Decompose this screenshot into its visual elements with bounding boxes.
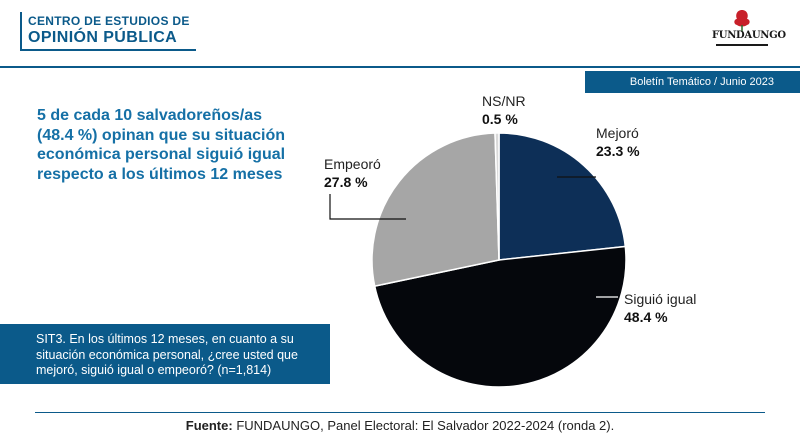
slice-value-0: 23.3 % <box>596 143 640 159</box>
pie-slice-sigui-igual <box>373 245 627 388</box>
headline: 5 de cada 10 salvadoreños/as (48.4 %) op… <box>37 107 286 183</box>
source-text: FUNDAUNGO, Panel Electoral: El Salvador … <box>236 418 615 433</box>
slice-value-3: 0.5 % <box>482 111 518 127</box>
brand-line1: CENTRO DE ESTUDIOS DE <box>28 14 190 28</box>
leader-lines <box>329 176 618 298</box>
logo-underline <box>716 44 768 46</box>
slice-label-3: NS/NR <box>482 93 526 109</box>
fundaungo-logo: FUNDAUNGO <box>712 8 786 54</box>
brand-line2: OPINIÓN PÚBLICA <box>28 29 178 46</box>
pie-slices <box>371 132 627 388</box>
pie-slice-ns-nr <box>494 132 500 261</box>
slice-label-0: Mejoró <box>596 125 639 141</box>
question-box: SIT3. En los últimos 12 meses, en cuanto… <box>0 324 330 384</box>
pie-slice-empeor- <box>371 132 500 288</box>
brand-block: CENTRO DE ESTUDIOS DE OPINIÓN PÚBLICA <box>20 12 196 51</box>
footer-divider <box>35 412 765 413</box>
source-label: Fuente: <box>185 418 233 433</box>
logo-text: FUNDAUNGO <box>712 30 786 41</box>
pie-chart: Mejoró 23.3 % Siguió igual 48.4 % Empeoró 27.… <box>324 93 696 388</box>
source-note: Fuente: FUNDAUNGO, Panel Electoral: El S… <box>0 418 800 433</box>
header-divider <box>0 66 800 68</box>
rose-icon <box>734 10 750 32</box>
header: CENTRO DE ESTUDIOS DE OPINIÓN PÚBLICA FU… <box>0 0 800 64</box>
bulletin-tag: Boletín Temático / Junio 2023 <box>585 71 800 93</box>
slice-label-2: Empeoró <box>324 156 381 172</box>
pie-slice-mejor- <box>498 132 627 261</box>
slice-value-2: 27.8 % <box>324 174 368 190</box>
slice-label-1: Siguió igual <box>624 291 696 307</box>
slice-value-1: 48.4 % <box>624 309 668 325</box>
leader-line-empeoro <box>329 194 406 220</box>
slice-labels: Mejoró 23.3 % Siguió igual 48.4 % Empeoró 27.… <box>324 93 696 325</box>
